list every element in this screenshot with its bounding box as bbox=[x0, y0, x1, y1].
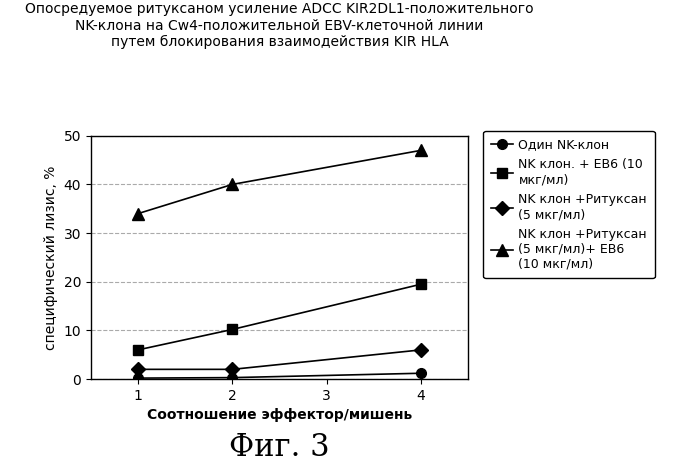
Text: Фиг. 3: Фиг. 3 bbox=[229, 432, 330, 463]
Y-axis label: специфический лизис, %: специфический лизис, % bbox=[44, 165, 58, 350]
Legend: Один NK-клон, NK клон. + ЕВ6 (10
мкг/мл), NK клон +Ритуксан
(5 мкг/мл), NK клон : Один NK-клон, NK клон. + ЕВ6 (10 мкг/мл)… bbox=[484, 131, 654, 278]
X-axis label: Соотношение эффектор/мишень: Соотношение эффектор/мишень bbox=[147, 409, 412, 422]
Text: Опосредуемое ритуксаном усиление ADCC KIR2DL1-положительного
NK-клона на Cw4-пол: Опосредуемое ритуксаном усиление ADCC KI… bbox=[25, 2, 534, 49]
